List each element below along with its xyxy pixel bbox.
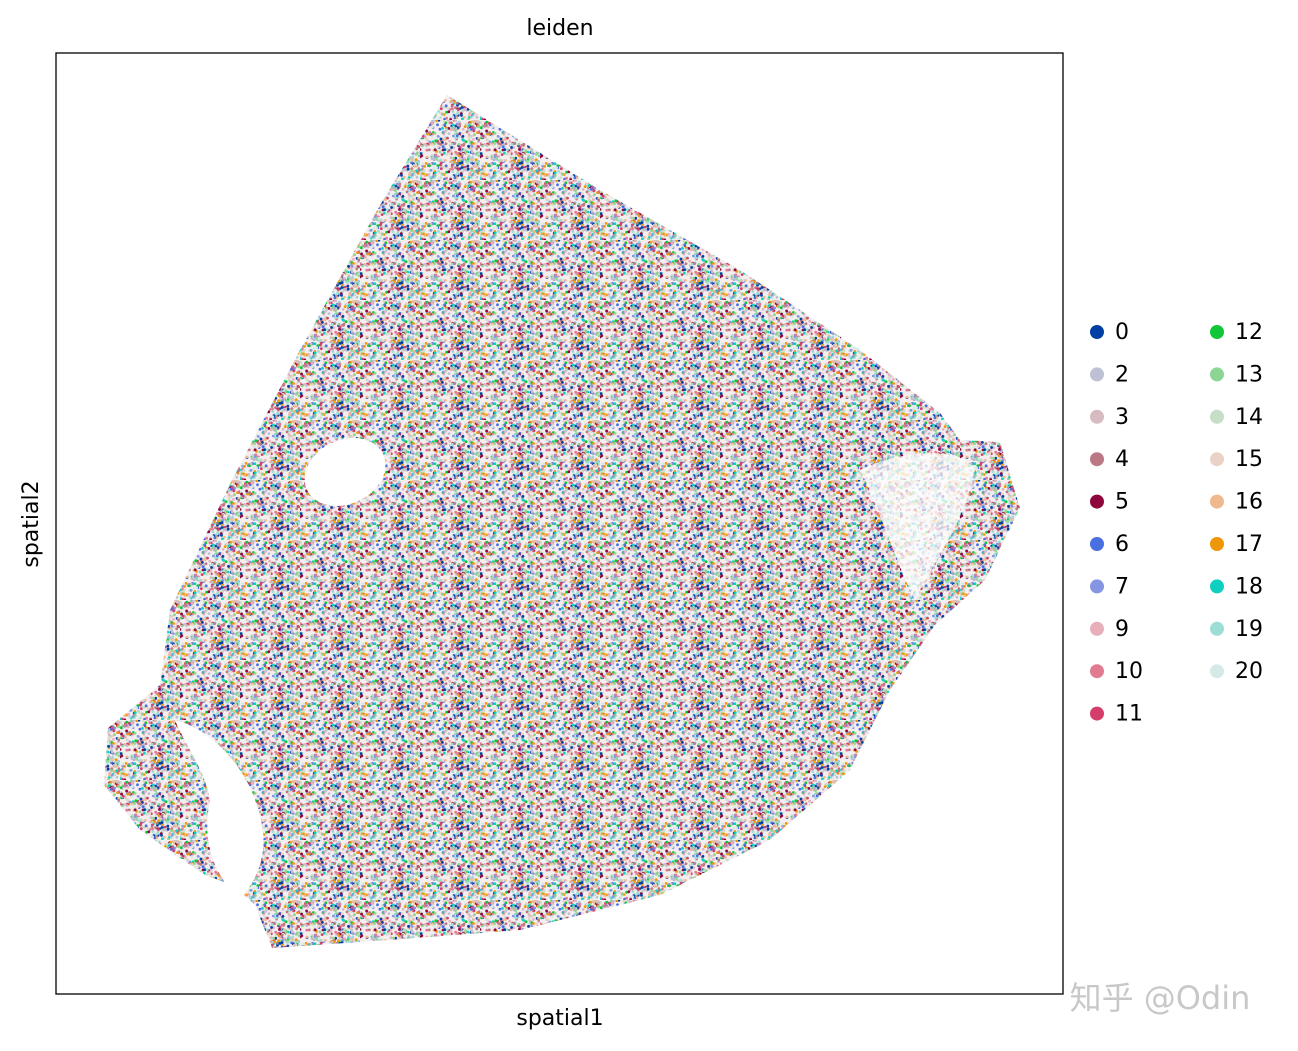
legend-marker (1090, 367, 1104, 382)
legend-marker (1090, 706, 1104, 721)
tissue-region (104, 95, 1020, 948)
legend-label: 11 (1115, 702, 1143, 727)
legend-label: 6 (1115, 532, 1129, 557)
legend-marker (1090, 537, 1104, 551)
legend-marker (1210, 325, 1224, 339)
legend-label: 17 (1235, 532, 1263, 557)
legend-marker (1090, 494, 1104, 509)
tissue-gap (175, 720, 264, 900)
legend-label: 10 (1115, 659, 1143, 684)
chart-title: leiden (526, 16, 593, 41)
legend-label: 12 (1235, 320, 1263, 345)
legend-label: 0 (1115, 320, 1129, 345)
legend-label: 5 (1115, 490, 1129, 515)
legend-marker (1210, 409, 1224, 424)
legend-marker (1210, 537, 1224, 551)
legend-label: 20 (1235, 659, 1263, 684)
legend-marker (1090, 452, 1104, 467)
axes-frame (55, 52, 1064, 995)
legend-label: 7 (1115, 574, 1129, 599)
legend-marker (1090, 621, 1104, 636)
legend-label: 15 (1235, 447, 1263, 472)
legend-marker (1210, 452, 1224, 467)
legend-marker (1090, 664, 1104, 679)
legend-label: 19 (1235, 617, 1263, 642)
tissue-hole (304, 437, 386, 507)
legend-marker (1210, 494, 1224, 509)
legend-label: 13 (1235, 362, 1263, 387)
legend-label: 2 (1115, 362, 1129, 387)
legend-marker (1090, 409, 1104, 424)
legend-label: 4 (1115, 447, 1129, 472)
legend-marker (1210, 367, 1224, 382)
sparse-region (860, 453, 975, 600)
legend-label: 9 (1115, 617, 1129, 642)
watermark: 知乎 @Odin (1070, 979, 1251, 1017)
legend-label: 18 (1235, 574, 1263, 599)
legend-marker (1210, 621, 1224, 636)
legend: 0 2 3 4 5 6 7 9 10 11 12 13 14 15 16 17 18 19 20 (1090, 320, 1263, 727)
legend-marker (1090, 579, 1104, 594)
point-cloud (104, 95, 1020, 948)
legend-marker (1210, 664, 1224, 679)
legend-label: 14 (1235, 405, 1263, 430)
y-axis-label: spatial2 (19, 480, 44, 567)
legend-label: 16 (1235, 490, 1263, 515)
legend-marker (1090, 325, 1104, 339)
legend-label: 3 (1115, 405, 1129, 430)
x-axis-label: spatial1 (516, 1006, 603, 1031)
legend-marker (1210, 579, 1224, 594)
